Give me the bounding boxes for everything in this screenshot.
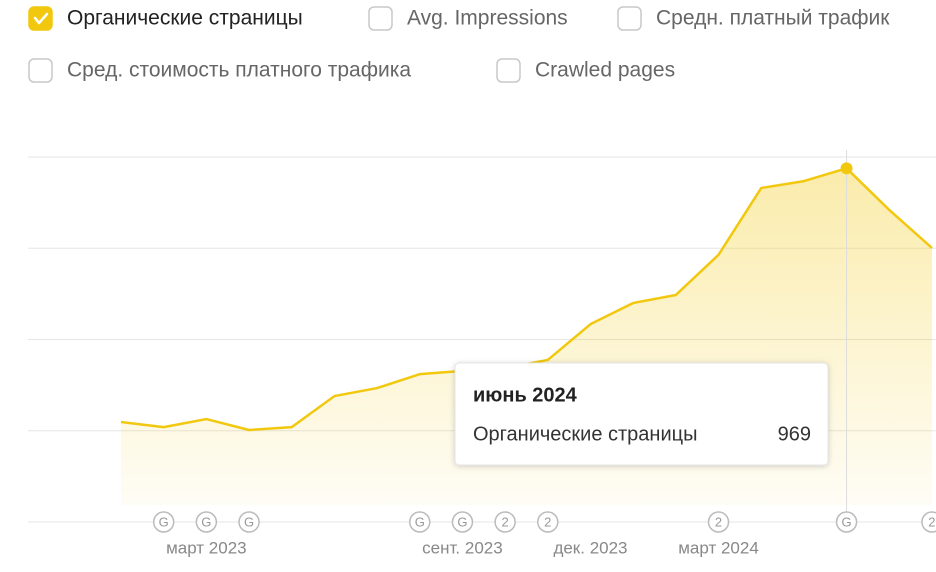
legend-label: Crawled pages: [535, 59, 675, 82]
point: [840, 162, 853, 175]
event-marker: [494, 511, 516, 533]
event-label: G: [415, 514, 425, 529]
event-label: 2: [928, 514, 935, 529]
legend-label: Сред. стоимость платного трафика: [67, 59, 411, 82]
event-marker: [537, 511, 559, 533]
event-marker: [195, 511, 218, 533]
event-label: 2: [544, 514, 551, 529]
legend-label: Avg. Impressions: [407, 7, 568, 30]
event-marker: [707, 511, 730, 533]
event-label: G: [159, 514, 169, 529]
legend-item[interactable]: Органические страницы: [28, 6, 303, 31]
legend-item[interactable]: Сред. стоимость платного трафика: [28, 58, 411, 83]
event-marker: [835, 511, 858, 533]
legend-label: Органические страницы: [67, 7, 303, 30]
tooltip-box: [454, 362, 829, 466]
checkbox: [496, 58, 521, 83]
tooltip-value: 969: [778, 423, 811, 445]
tooltip: июнь 2024 Органические страницы 969: [454, 362, 829, 466]
tooltip-series: Органические страницы: [473, 423, 697, 445]
event-label: G: [201, 514, 211, 529]
legend-label: Средн. платный трафик: [656, 7, 890, 30]
tooltip-title: июнь 2024: [473, 384, 578, 406]
event-label: G: [244, 514, 254, 529]
event-marker: [921, 511, 936, 533]
legend-item[interactable]: Crawled pages: [496, 58, 675, 83]
event-marker: [238, 511, 260, 533]
event-marker: [409, 511, 431, 533]
checkbox: [28, 58, 53, 83]
event-marker: [451, 511, 474, 533]
event-label: 2: [502, 514, 509, 529]
event-marker: [152, 511, 175, 533]
event-label: G: [457, 514, 467, 529]
x-tick-label: март 2023: [166, 538, 247, 557]
legend-item[interactable]: Средн. платный трафик: [617, 6, 890, 31]
x-tick-label: сент. 2023: [422, 538, 503, 557]
checkbox: [28, 6, 53, 31]
x-tick-label: март 2024: [678, 538, 759, 557]
legend-item[interactable]: Avg. Impressions: [368, 6, 568, 31]
check-mark: [33, 12, 49, 25]
checkbox: [368, 6, 393, 31]
event-label: 2: [715, 514, 722, 529]
event-label: G: [841, 514, 851, 529]
checkbox: [617, 6, 642, 31]
x-tick-label: дек. 2023: [553, 538, 627, 557]
